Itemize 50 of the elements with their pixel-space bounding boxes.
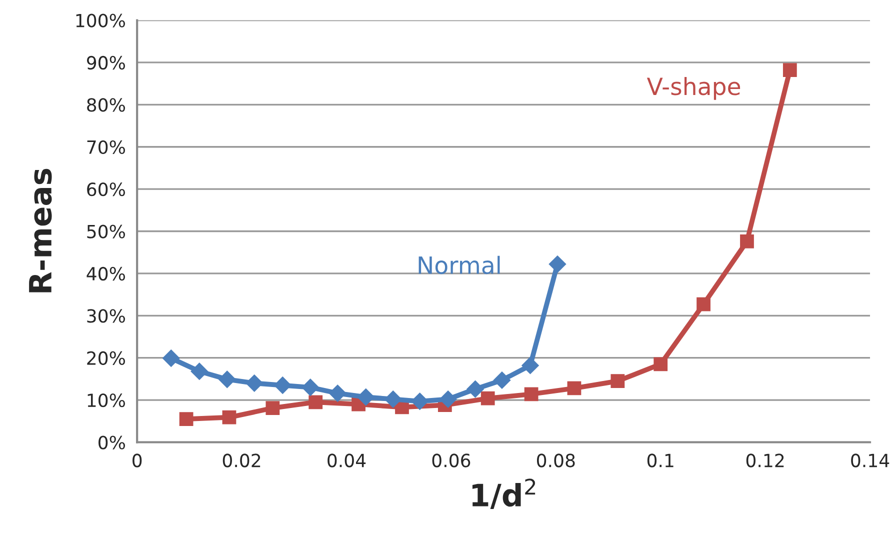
x-tick-label: 0.14 <box>851 454 890 468</box>
point <box>524 387 538 402</box>
point <box>218 370 236 388</box>
y-tick-label: 20% <box>87 351 125 365</box>
series-label: V-shape <box>646 77 740 100</box>
point <box>610 374 625 388</box>
point <box>410 392 429 410</box>
point <box>302 378 320 396</box>
y-tick-label: 80% <box>87 98 125 112</box>
y-tick-label: 100% <box>76 14 125 28</box>
x-tick-label: 0 <box>132 454 142 468</box>
y-tick-label: 50% <box>87 224 125 238</box>
point <box>308 395 323 410</box>
y-tick-label: 0% <box>98 436 125 450</box>
x-tick-label: 0.12 <box>746 454 784 468</box>
y-axis-title: R-meas <box>29 168 52 292</box>
x-tick-label: 0.04 <box>328 454 366 468</box>
y-tick-label: 10% <box>88 394 125 408</box>
point <box>480 391 495 406</box>
point <box>466 380 484 398</box>
point <box>521 356 540 374</box>
point <box>548 255 566 274</box>
y-tick-label: 90% <box>86 56 125 70</box>
point <box>246 374 264 392</box>
text: Normal <box>418 256 500 274</box>
point <box>274 376 292 394</box>
point <box>654 357 668 372</box>
point <box>190 362 208 380</box>
point <box>222 410 236 424</box>
y-tick-label: 30% <box>87 309 125 323</box>
x-tick-label: 0.02 <box>222 454 260 468</box>
point <box>567 381 582 396</box>
point <box>162 349 180 368</box>
x-axis-title: 1/d$^{2}$ <box>472 478 536 510</box>
x-tick-label: 0.1 <box>647 454 674 468</box>
point <box>782 63 797 78</box>
point <box>328 384 346 402</box>
x-tick-label: 0.06 <box>432 454 470 468</box>
point <box>179 412 194 426</box>
point <box>740 234 754 248</box>
point <box>439 390 457 408</box>
x-tick-label: 0.08 <box>536 454 575 468</box>
point <box>384 390 402 408</box>
point <box>493 371 511 390</box>
y-tick-label: 60% <box>87 182 125 196</box>
point <box>696 297 710 312</box>
y-tick-label: 70% <box>87 140 125 154</box>
point <box>357 388 375 406</box>
point <box>266 401 280 415</box>
y-tick-label: 40% <box>86 266 125 281</box>
